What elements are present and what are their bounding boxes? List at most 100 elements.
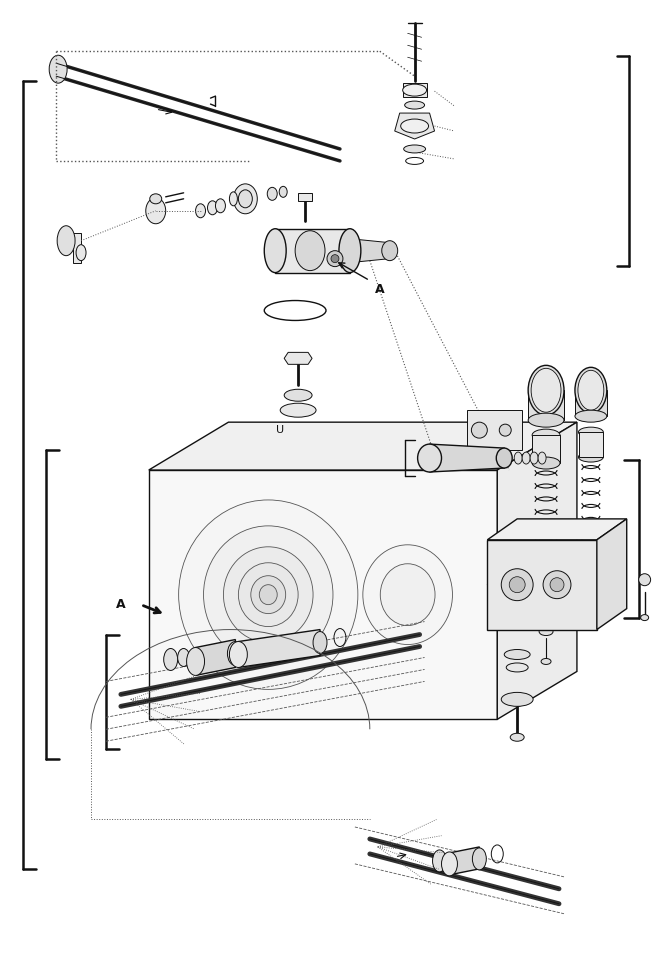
Ellipse shape <box>575 410 607 422</box>
Text: U: U <box>276 425 284 435</box>
Circle shape <box>327 251 343 266</box>
Circle shape <box>543 571 571 599</box>
Bar <box>532 435 560 463</box>
Ellipse shape <box>382 240 398 261</box>
Ellipse shape <box>541 658 551 665</box>
Bar <box>528 390 564 421</box>
Ellipse shape <box>587 604 595 609</box>
Ellipse shape <box>404 145 426 153</box>
Text: A: A <box>375 283 385 296</box>
Ellipse shape <box>238 190 252 208</box>
Ellipse shape <box>228 642 243 666</box>
Ellipse shape <box>578 371 604 410</box>
Ellipse shape <box>215 199 226 213</box>
Polygon shape <box>449 847 479 875</box>
Ellipse shape <box>510 733 524 741</box>
Ellipse shape <box>534 550 558 559</box>
Polygon shape <box>350 239 390 262</box>
Polygon shape <box>430 445 504 472</box>
Ellipse shape <box>279 187 287 197</box>
Polygon shape <box>395 113 434 139</box>
Ellipse shape <box>295 231 325 270</box>
Ellipse shape <box>403 84 426 96</box>
Ellipse shape <box>207 201 218 215</box>
Ellipse shape <box>313 631 327 653</box>
Ellipse shape <box>233 184 257 214</box>
Ellipse shape <box>405 102 424 109</box>
Polygon shape <box>403 83 426 97</box>
Circle shape <box>501 569 533 601</box>
Ellipse shape <box>532 457 560 469</box>
Ellipse shape <box>528 365 564 415</box>
Ellipse shape <box>230 192 237 206</box>
Ellipse shape <box>238 562 298 627</box>
Circle shape <box>509 577 525 593</box>
Ellipse shape <box>537 561 555 568</box>
Ellipse shape <box>522 452 530 464</box>
Polygon shape <box>196 640 235 675</box>
Circle shape <box>331 255 339 262</box>
Bar <box>579 432 603 457</box>
Ellipse shape <box>178 649 190 667</box>
Ellipse shape <box>528 413 564 427</box>
Text: A: A <box>116 598 126 610</box>
Ellipse shape <box>280 403 316 417</box>
Ellipse shape <box>284 389 312 401</box>
Ellipse shape <box>578 427 604 437</box>
Ellipse shape <box>641 615 649 621</box>
Ellipse shape <box>441 852 457 876</box>
Ellipse shape <box>506 663 528 672</box>
Ellipse shape <box>585 573 597 581</box>
Ellipse shape <box>49 56 67 83</box>
Ellipse shape <box>472 422 487 438</box>
Ellipse shape <box>504 650 530 659</box>
Ellipse shape <box>514 452 522 464</box>
Ellipse shape <box>339 229 361 273</box>
Ellipse shape <box>538 452 546 464</box>
Ellipse shape <box>578 452 604 462</box>
Ellipse shape <box>203 526 333 664</box>
Ellipse shape <box>401 119 428 133</box>
Ellipse shape <box>224 547 313 643</box>
Ellipse shape <box>264 229 286 273</box>
Ellipse shape <box>259 584 277 604</box>
Polygon shape <box>487 519 627 539</box>
Ellipse shape <box>251 576 286 614</box>
Ellipse shape <box>499 424 511 436</box>
Ellipse shape <box>57 226 75 256</box>
Ellipse shape <box>432 850 447 872</box>
Bar <box>148 470 497 719</box>
Ellipse shape <box>164 649 178 671</box>
Polygon shape <box>597 519 627 629</box>
Ellipse shape <box>363 545 453 645</box>
Polygon shape <box>298 193 312 201</box>
Ellipse shape <box>575 367 607 413</box>
Ellipse shape <box>230 642 247 668</box>
Bar <box>468 410 522 450</box>
Ellipse shape <box>418 445 441 472</box>
Polygon shape <box>148 422 577 470</box>
Ellipse shape <box>539 627 553 635</box>
Ellipse shape <box>532 429 560 441</box>
Ellipse shape <box>472 848 487 870</box>
Ellipse shape <box>186 648 205 675</box>
Ellipse shape <box>530 452 538 464</box>
Ellipse shape <box>581 534 601 542</box>
Polygon shape <box>238 629 320 668</box>
Ellipse shape <box>380 563 435 626</box>
Ellipse shape <box>496 448 512 468</box>
Ellipse shape <box>583 545 598 551</box>
Ellipse shape <box>267 188 277 200</box>
Polygon shape <box>284 353 312 364</box>
Ellipse shape <box>146 197 165 224</box>
Ellipse shape <box>150 194 162 204</box>
Circle shape <box>550 578 564 592</box>
Bar <box>487 539 597 629</box>
Ellipse shape <box>76 244 86 261</box>
Ellipse shape <box>531 368 561 412</box>
Ellipse shape <box>179 500 358 690</box>
Bar <box>575 390 607 416</box>
Polygon shape <box>497 422 577 719</box>
Polygon shape <box>59 233 81 262</box>
Ellipse shape <box>501 693 533 706</box>
